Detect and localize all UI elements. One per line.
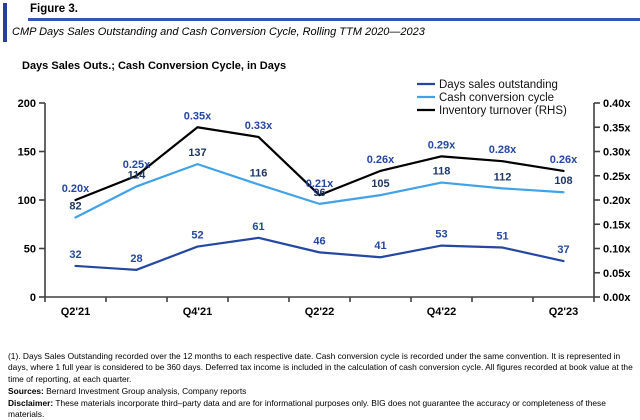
data-label: 137 (188, 147, 206, 159)
series-line-cash-conversion-cycle (74, 163, 565, 219)
right-axis-tick-label: 0.15x (603, 219, 631, 231)
left-axis-tick-label: 50 (24, 244, 36, 256)
right-axis-tick-label: 0.25x (603, 171, 631, 183)
series-line-inventory-turnover-rhs- (74, 126, 565, 202)
data-label: 51 (496, 231, 508, 243)
data-label: 52 (191, 230, 203, 242)
data-label: 32 (69, 249, 81, 261)
x-axis-label: Q2'22 (305, 306, 335, 318)
left-axis-tick-label: 200 (18, 98, 36, 110)
data-label: 116 (250, 167, 268, 179)
left-axis-tick-label: 150 (18, 147, 36, 159)
right-axis-tick-label: 0.00x (603, 292, 631, 304)
figure-subtitle: CMP Days Sales Outstanding and Cash Conv… (12, 26, 425, 38)
report-page: { "figure": { "label": "Figure 3.", "sub… (3, 3, 640, 420)
x-axis-label: Q4'22 (427, 306, 457, 318)
x-axis-label: Q2'21 (61, 306, 91, 318)
legend-label: Cash conversion cycle (439, 92, 554, 104)
right-axis-tick-label: 0.10x (603, 244, 631, 256)
legend-label: Inventory turnover (RHS) (439, 105, 567, 117)
chart-title: Days Sales Outs.; Cash Conversion Cycle,… (22, 60, 287, 72)
disclaimer-text: These materials incorporate third–party … (8, 397, 606, 420)
chart-canvas: 0 50 100 150 200 0.00x 0.05x 0.10x 0.15x 0.20x 0.2… (18, 79, 632, 318)
data-label: 82 (69, 200, 81, 212)
data-label: 0.26x (550, 154, 578, 166)
sources-text: Bernard Investment Group analysis, Compa… (43, 386, 247, 397)
left-axis-tick-label: 100 (18, 195, 36, 207)
right-axis-tick-label: 0.05x (603, 268, 631, 280)
line-chart: 0 50 100 150 200 0.00x 0.05x 0.10x 0.15x 0.20x 0.2… (18, 79, 632, 318)
data-label: 53 (435, 229, 447, 241)
figure-label: Figure 3. (30, 3, 78, 15)
disclaimer-label: Disclaimer: (8, 397, 54, 408)
data-label: 112 (494, 171, 512, 183)
header-rule (28, 18, 640, 21)
data-label: 0.35x (184, 110, 212, 122)
sources-line: Sources: Bernard Investment Group analys… (8, 386, 636, 397)
data-label: 0.28x (489, 144, 517, 156)
data-label: 108 (554, 175, 572, 187)
right-axis-tick-label: 0.20x (603, 195, 631, 207)
data-label: 61 (252, 221, 264, 233)
data-label: 37 (557, 244, 569, 256)
right-axis-tick-label: 0.40x (603, 98, 631, 110)
data-label: 0.33x (245, 120, 273, 132)
disclaimer-line: Disclaimer: These materials incorporate … (8, 398, 636, 420)
data-label: 0.20x (62, 183, 90, 195)
data-label: 105 (371, 178, 389, 190)
footer: (1). Days Sales Outstanding recorded ove… (8, 351, 636, 420)
header-accent-bar (3, 3, 7, 42)
x-axis-label: Q4'21 (183, 306, 213, 318)
data-label: 0.26x (367, 154, 395, 166)
data-label: 0.29x (428, 139, 456, 151)
sources-label: Sources: (8, 386, 44, 397)
series-line-days-sales-outstanding (74, 236, 565, 271)
data-label: 96 (313, 187, 325, 199)
legend-label: Days sales outstanding (439, 79, 558, 91)
data-label: 114 (128, 169, 147, 181)
data-label: 118 (433, 166, 451, 178)
right-axis-tick-label: 0.35x (603, 122, 631, 134)
data-label: 0.25x (123, 159, 151, 171)
data-label: 41 (374, 240, 386, 252)
data-label: 28 (130, 253, 142, 265)
footnote: (1). Days Sales Outstanding recorded ove… (8, 351, 633, 384)
x-axis-label: Q2'23 (549, 306, 579, 318)
right-axis-tick-label: 0.30x (603, 147, 631, 159)
left-axis-tick-label: 0 (30, 292, 36, 304)
data-label: 0.21x (306, 178, 334, 190)
data-label: 46 (313, 235, 325, 247)
